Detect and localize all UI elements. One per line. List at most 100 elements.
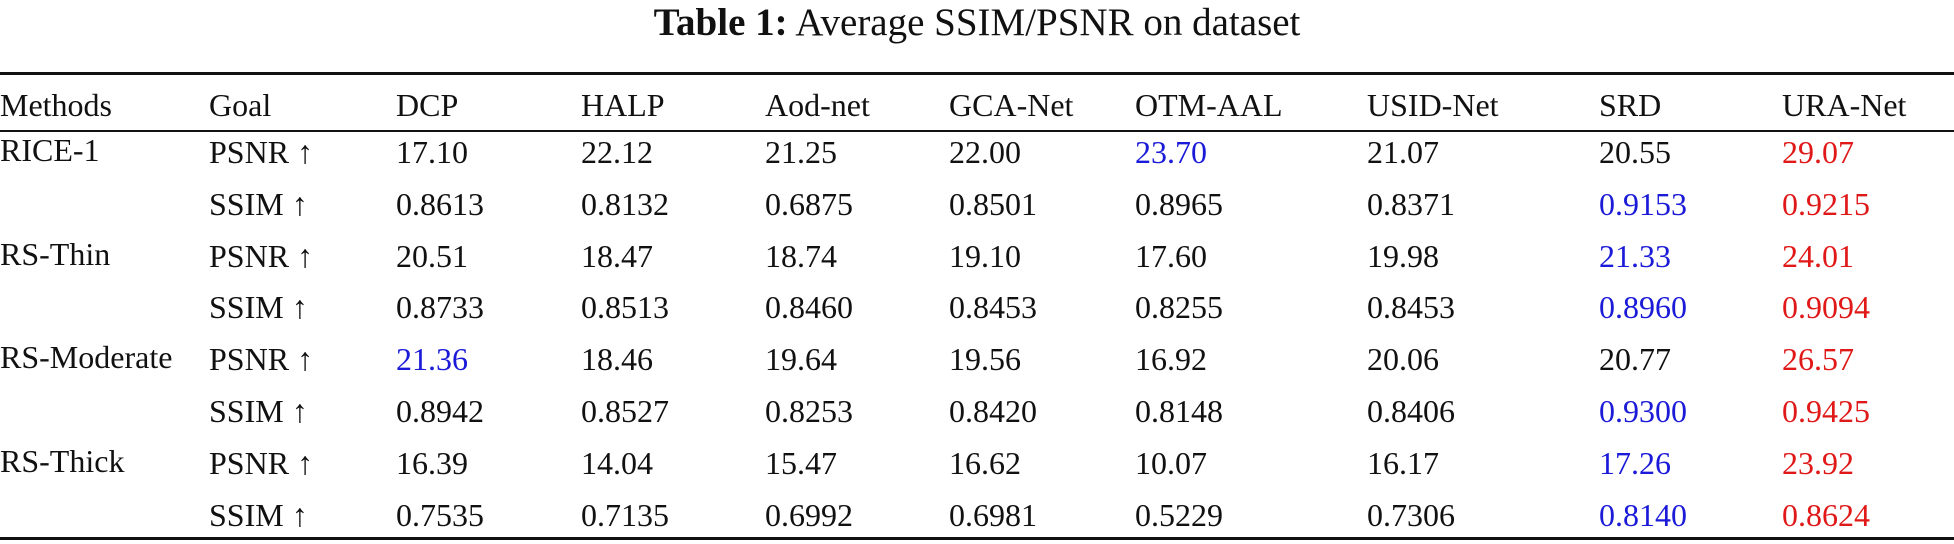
value-cell: 20.51 [396, 237, 468, 274]
value-cell: 0.6981 [949, 496, 1037, 533]
value-cell: 0.8527 [581, 392, 669, 429]
header-gca-net: GCA-Net [949, 87, 1074, 123]
value-cell-second-best: 17.26 [1599, 444, 1671, 481]
value-cell: 20.06 [1367, 341, 1439, 378]
value-cell: 0.6992 [765, 496, 853, 533]
value-cell-second-best: 0.8960 [1599, 289, 1687, 326]
value-cell-best: 26.57 [1782, 341, 1854, 378]
value-cell: 21.25 [765, 134, 837, 170]
table-row: SSIM ↑ 0.8733 0.8513 0.8460 0.8453 0.825… [0, 285, 1954, 337]
value-cell: 0.8942 [396, 392, 484, 429]
value-cell: 0.8420 [949, 392, 1037, 429]
table-row: SSIM ↑ 0.8613 0.8132 0.6875 0.8501 0.896… [0, 182, 1954, 234]
dataset-name: RS-Thin [0, 235, 111, 272]
value-cell: 0.8371 [1367, 185, 1455, 222]
value-cell-best: 29.07 [1782, 134, 1854, 170]
table-row: SSIM ↑ 0.7535 0.7135 0.6992 0.6981 0.522… [0, 493, 1954, 544]
value-cell: 19.64 [765, 341, 837, 378]
value-cell-second-best: 0.9153 [1599, 185, 1687, 222]
value-cell: 20.77 [1599, 341, 1671, 378]
header-aod-net: Aod-net [765, 87, 870, 123]
value-cell: 0.6875 [765, 185, 853, 222]
value-cell: 0.7306 [1367, 496, 1455, 533]
value-cell: 18.74 [765, 237, 837, 274]
table-row: SSIM ↑ 0.8942 0.8527 0.8253 0.8420 0.814… [0, 389, 1954, 441]
value-cell: 0.8733 [396, 289, 484, 326]
header-halp: HALP [581, 87, 665, 123]
header-dcp: DCP [396, 87, 459, 123]
header-row: Methods Goal DCP HALP Aod-net GCA-Net OT… [0, 80, 1954, 130]
value-cell-best: 0.8624 [1782, 496, 1870, 533]
value-cell: 0.8501 [949, 185, 1037, 222]
caption-label: Table 1: [653, 1, 788, 44]
value-cell: 19.98 [1367, 237, 1439, 274]
goal-cell: SSIM ↑ [209, 392, 308, 429]
value-cell: 0.5229 [1135, 496, 1223, 533]
value-cell-best: 0.9094 [1782, 289, 1870, 326]
value-cell: 17.60 [1135, 237, 1207, 274]
value-cell: 15.47 [765, 444, 837, 481]
value-cell: 22.00 [949, 134, 1021, 170]
results-table: Methods Goal DCP HALP Aod-net GCA-Net OT… [0, 80, 1954, 544]
dataset-name: RS-Thick [0, 442, 125, 479]
value-cell-second-best: 21.36 [396, 341, 468, 378]
table-top-rule [0, 72, 1954, 75]
header-otm-aal: OTM-AAL [1135, 87, 1283, 123]
value-cell: 16.62 [949, 444, 1021, 481]
goal-cell: SSIM ↑ [209, 496, 308, 533]
value-cell: 0.8460 [765, 289, 853, 326]
dataset-name: RS-Moderate [0, 339, 173, 376]
value-cell: 19.56 [949, 341, 1021, 378]
caption-text: Average SSIM/PSNR on dataset [795, 1, 1301, 44]
value-cell: 0.8406 [1367, 392, 1455, 429]
goal-cell: PSNR ↑ [209, 444, 314, 481]
table-row: RS-Moderate PSNR ↑ 21.36 18.46 19.64 19.… [0, 337, 1954, 389]
header-srd: SRD [1599, 87, 1662, 123]
value-cell: 0.8965 [1135, 185, 1223, 222]
value-cell-best: 0.9425 [1782, 392, 1870, 429]
value-cell: 0.7135 [581, 496, 669, 533]
value-cell: 22.12 [581, 134, 653, 170]
value-cell: 0.7535 [396, 496, 484, 533]
header-goal: Goal [209, 87, 272, 123]
header-methods: Methods [0, 87, 112, 123]
value-cell: 0.8253 [765, 392, 853, 429]
value-cell: 18.46 [581, 341, 653, 378]
value-cell: 20.55 [1599, 134, 1671, 170]
value-cell: 14.04 [581, 444, 653, 481]
table-row: RS-Thick PSNR ↑ 16.39 14.04 15.47 16.62 … [0, 441, 1954, 493]
value-cell: 21.07 [1367, 134, 1439, 170]
table-bottom-rule [0, 537, 1954, 540]
value-cell-best: 23.92 [1782, 444, 1854, 481]
value-cell: 0.8453 [949, 289, 1037, 326]
header-ura-net: URA-Net [1782, 87, 1907, 123]
goal-cell: PSNR ↑ [209, 341, 314, 378]
value-cell: 17.10 [396, 134, 468, 170]
value-cell: 0.8613 [396, 185, 484, 222]
value-cell: 0.8148 [1135, 392, 1223, 429]
dataset-name: RICE-1 [0, 132, 100, 168]
value-cell: 16.17 [1367, 444, 1439, 481]
value-cell: 0.8255 [1135, 289, 1223, 326]
value-cell-best: 0.9215 [1782, 185, 1870, 222]
value-cell-second-best: 23.70 [1135, 134, 1207, 170]
value-cell: 0.8453 [1367, 289, 1455, 326]
value-cell-second-best: 21.33 [1599, 237, 1671, 274]
goal-cell: PSNR ↑ [209, 134, 314, 170]
table-caption: Table 1: Average SSIM/PSNR on dataset [0, 0, 1954, 46]
value-cell: 10.07 [1135, 444, 1207, 481]
goal-cell: SSIM ↑ [209, 289, 308, 326]
value-cell: 0.8132 [581, 185, 669, 222]
value-cell-best: 24.01 [1782, 237, 1854, 274]
table-row: RS-Thin PSNR ↑ 20.51 18.47 18.74 19.10 1… [0, 234, 1954, 286]
value-cell: 0.8513 [581, 289, 669, 326]
value-cell-second-best: 0.9300 [1599, 392, 1687, 429]
value-cell: 19.10 [949, 237, 1021, 274]
header-usid-net: USID-Net [1367, 87, 1499, 123]
table-row: RICE-1 PSNR ↑ 17.10 22.12 21.25 22.00 23… [0, 130, 1954, 182]
value-cell-second-best: 0.8140 [1599, 496, 1687, 533]
goal-cell: SSIM ↑ [209, 185, 308, 222]
value-cell: 18.47 [581, 237, 653, 274]
value-cell: 16.92 [1135, 341, 1207, 378]
goal-cell: PSNR ↑ [209, 237, 314, 274]
